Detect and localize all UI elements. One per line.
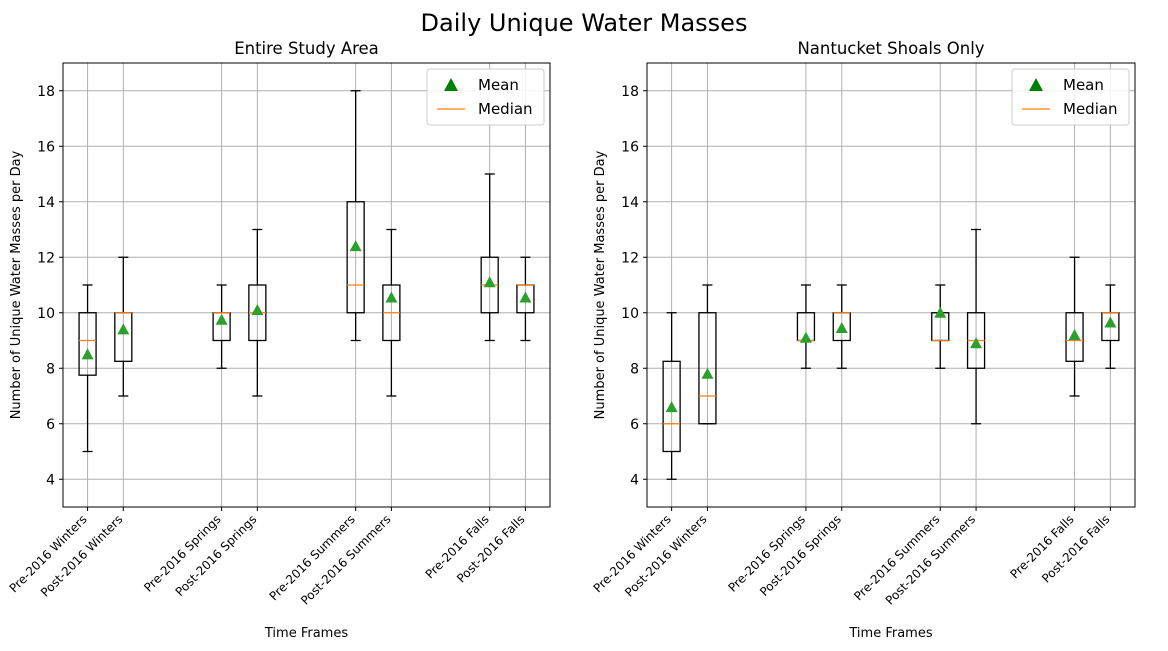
x-tick-label: Pre-2016 Falls	[423, 512, 492, 581]
box-iqr	[1065, 312, 1084, 362]
x-axis-label: Time Frames	[264, 626, 348, 641]
legend-median-label: Median	[1063, 100, 1118, 118]
legend-mean-marker	[444, 78, 458, 91]
legend-box	[426, 68, 545, 126]
mean-marker	[385, 291, 398, 303]
y-tick-label: 12	[37, 250, 55, 266]
axes-frame	[646, 62, 1136, 508]
y-tick-label: 6	[630, 417, 639, 433]
y-tick-label: 18	[621, 84, 639, 100]
y-tick-label: 16	[621, 139, 639, 155]
y-axis-label: Number of Unique Water Masses per Day	[9, 150, 24, 419]
x-tick-label: Post-2016 Falls	[454, 512, 527, 585]
y-tick-label: 4	[46, 472, 55, 488]
y-tick-label: 6	[46, 417, 55, 433]
x-tick-label: Pre-2016 Falls	[1007, 512, 1076, 581]
x-axis-label: Time Frames	[848, 626, 932, 641]
box-iqr	[662, 360, 681, 453]
mean-marker	[483, 276, 496, 288]
box-iqr	[346, 201, 365, 314]
mean-marker	[81, 348, 94, 360]
y-tick-label: 10	[621, 306, 639, 322]
y-tick-label: 8	[630, 361, 639, 377]
box-iqr	[698, 312, 717, 425]
x-tick-label: Post-2016 Falls	[1039, 512, 1112, 585]
panel-title: Entire Study Area	[234, 39, 379, 58]
legend-mean-label: Mean	[478, 76, 519, 94]
mean-marker	[117, 323, 130, 335]
y-axis-label: Number of Unique Water Masses per Day	[593, 150, 608, 419]
mean-marker	[349, 240, 362, 252]
y-tick-label: 18	[37, 84, 55, 100]
axes-frame	[62, 62, 551, 508]
mean-marker	[970, 337, 983, 349]
box-iqr	[78, 312, 97, 376]
mean-marker	[251, 303, 264, 315]
y-tick-label: 8	[46, 361, 55, 377]
y-tick-label: 14	[37, 195, 55, 211]
mean-marker	[1104, 316, 1117, 328]
mean-marker	[215, 313, 228, 325]
y-tick-label: 14	[621, 195, 639, 211]
mean-marker	[701, 367, 714, 379]
legend-mean-marker	[1029, 78, 1043, 91]
figure-title: Daily Unique Water Masses	[421, 9, 748, 37]
legend-mean-label: Mean	[1063, 76, 1104, 94]
y-tick-label: 10	[37, 306, 55, 322]
mean-marker	[835, 322, 848, 334]
mean-marker	[934, 306, 947, 318]
panel-title: Nantucket Shoals Only	[797, 39, 984, 58]
y-tick-label: 12	[621, 250, 639, 266]
mean-marker	[665, 401, 678, 413]
mean-marker	[519, 291, 532, 303]
legend-median-label: Median	[478, 100, 533, 118]
mean-marker	[1068, 328, 1081, 340]
y-tick-label: 16	[37, 139, 55, 155]
mean-marker	[799, 331, 812, 343]
legend-box	[1011, 68, 1130, 126]
y-tick-label: 4	[630, 472, 639, 488]
